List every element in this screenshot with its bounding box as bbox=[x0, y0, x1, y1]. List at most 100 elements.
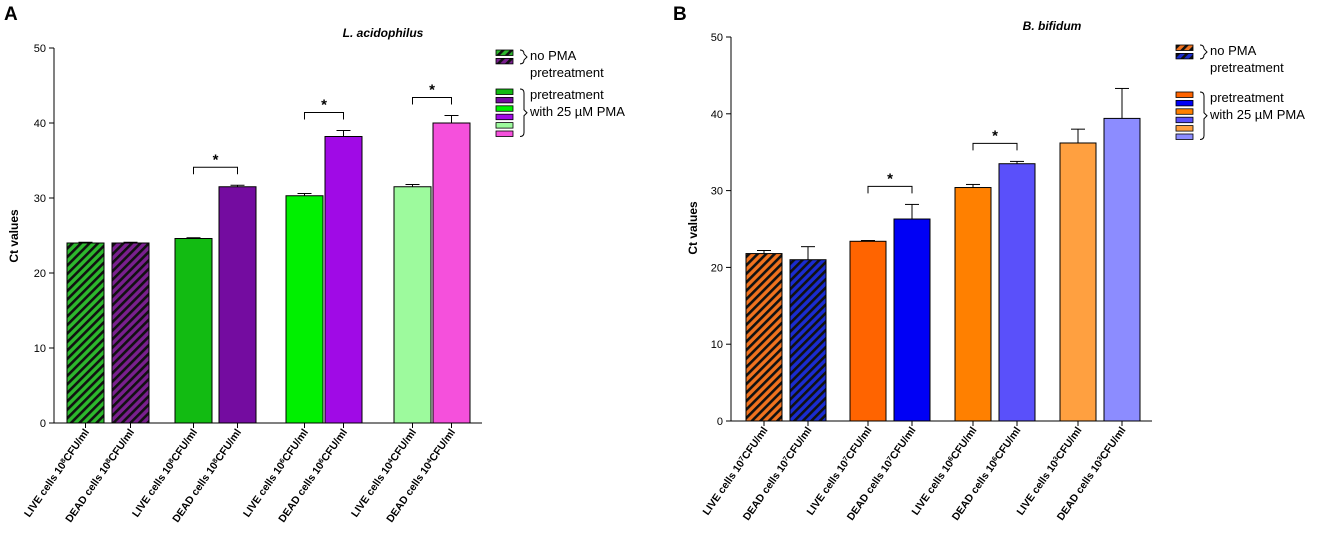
significance-bracket bbox=[304, 112, 344, 120]
x-tick-label-base: DEAD cells 10 bbox=[170, 460, 220, 525]
legend-swatch bbox=[495, 97, 514, 104]
legend-label: pretreatment bbox=[1210, 90, 1284, 105]
bar bbox=[393, 186, 432, 424]
legend-swatch bbox=[1175, 44, 1194, 51]
x-tick-label-unit: CFU/ml bbox=[784, 425, 815, 462]
bar bbox=[111, 242, 150, 424]
y-tick-label: 0 bbox=[717, 416, 723, 428]
legend-swatch bbox=[495, 113, 514, 121]
significance-star: * bbox=[213, 151, 219, 168]
panel-letter-b: B bbox=[673, 4, 687, 25]
x-tick-label-base: DEAD cells 10 bbox=[63, 460, 113, 525]
legend-swatch bbox=[1175, 116, 1194, 124]
x-tick-label-unit: CFU/ml bbox=[949, 425, 980, 462]
x-tick-label-unit: CFU/ml bbox=[106, 427, 137, 464]
legend-swatch bbox=[495, 105, 514, 112]
x-tick-label-exponent: 7 bbox=[782, 455, 790, 462]
bar bbox=[324, 136, 363, 424]
legend-brace bbox=[1199, 91, 1208, 140]
x-tick-label-base: DEAD cells 10 bbox=[845, 458, 895, 523]
x-tick-label-exponent: 3 bbox=[1052, 455, 1060, 462]
y-tick-label: 40 bbox=[711, 109, 723, 121]
x-tick-label-unit: CFU/ml bbox=[61, 427, 92, 464]
legend-label: no PMA bbox=[1210, 43, 1257, 58]
x-tick-label-exponent: 4 bbox=[386, 457, 394, 464]
y-axis-label-b: Ct values bbox=[686, 201, 700, 255]
legend-swatch bbox=[1175, 53, 1194, 60]
x-tick-label-unit: CFU/ml bbox=[427, 427, 458, 464]
y-tick-label: 20 bbox=[711, 262, 723, 274]
x-tick-label-unit: CFU/ml bbox=[888, 425, 919, 462]
x-tick-label-base: LIVE cells 10 bbox=[22, 460, 69, 520]
x-tick-label-exponent: 3 bbox=[1096, 455, 1104, 462]
chart-panel-a: A L. acidophilus Ct values 0 10 20 30 40 50 LI… bbox=[4, 4, 625, 525]
x-tick-label-exponent: 6 bbox=[947, 455, 955, 462]
x-tick-label-exponent: 8 bbox=[167, 457, 175, 464]
x-tick-label-base: LIVE cells 10 bbox=[909, 458, 956, 518]
significance-star: * bbox=[992, 127, 998, 144]
legend-brace bbox=[519, 49, 528, 65]
x-tick-label-exponent: 7 bbox=[842, 455, 850, 462]
y-tick-label: 20 bbox=[34, 268, 46, 280]
legend-label: with 25 µM PMA bbox=[1209, 107, 1305, 122]
legend-label: with 25 µM PMA bbox=[529, 104, 625, 119]
significance-star: * bbox=[321, 97, 327, 114]
bar bbox=[285, 195, 324, 424]
legend-swatch bbox=[495, 49, 514, 56]
y-tick-label: 50 bbox=[711, 32, 723, 44]
y-tick-label: 50 bbox=[34, 43, 46, 55]
legend-label: pretreatment bbox=[530, 87, 604, 102]
x-tick-label-base: LIVE cells 10 bbox=[130, 460, 177, 520]
x-tick-label-base: DEAD cells 10 bbox=[741, 458, 791, 523]
x-tick-label-unit: CFU/ml bbox=[388, 427, 419, 464]
y-tick-label: 0 bbox=[40, 418, 46, 430]
legend-swatch bbox=[1175, 91, 1194, 98]
bar bbox=[893, 218, 931, 422]
x-tick-label-base: LIVE cells 10 bbox=[700, 458, 747, 518]
x-tick-label-unit: CFU/ml bbox=[1098, 425, 1129, 462]
legend-label: pretreatment bbox=[530, 65, 604, 80]
significance-star: * bbox=[887, 170, 893, 187]
bar bbox=[218, 186, 257, 424]
x-tick-label-exponent: 6 bbox=[317, 457, 325, 464]
x-tick-label-unit: CFU/ml bbox=[213, 427, 244, 464]
x-tick-label-exponent: 6 bbox=[991, 455, 999, 462]
bar bbox=[745, 253, 783, 422]
significance-bracket bbox=[193, 166, 238, 175]
y-tick-label: 40 bbox=[34, 118, 46, 130]
bar bbox=[1103, 117, 1141, 422]
legend-swatch bbox=[495, 122, 514, 129]
legend-swatch bbox=[495, 88, 514, 95]
legend-brace bbox=[519, 88, 528, 137]
x-tick-label-unit: CFU/ml bbox=[319, 427, 350, 464]
x-tick-label: LIVE cells 104CFU/ml bbox=[349, 427, 419, 520]
legend-swatch bbox=[1175, 108, 1194, 115]
x-tick-label-base: DEAD cells 10 bbox=[950, 458, 1000, 523]
x-tick-label: LIVE cells 106CFU/ml bbox=[241, 427, 311, 520]
y-axis-label-a: Ct values bbox=[7, 209, 21, 263]
x-tick-label-exponent: 6 bbox=[278, 457, 286, 464]
x-tick-label: DEAD cells 106CFU/ml bbox=[276, 427, 350, 525]
significance-star: * bbox=[429, 82, 435, 99]
legend-brace bbox=[1199, 44, 1208, 60]
significance-bracket bbox=[972, 142, 1018, 151]
legend-swatch bbox=[1175, 100, 1194, 107]
x-tick-label-exponent: 8 bbox=[59, 457, 67, 464]
legend-swatch bbox=[495, 58, 514, 65]
legend-swatch bbox=[1175, 125, 1194, 132]
chart-panel-b: B B. bifidum Ct values 0 10 20 30 40 50 LIVE c… bbox=[673, 4, 1305, 523]
y-tick-label: 10 bbox=[34, 343, 46, 355]
y-tick-label: 10 bbox=[711, 339, 723, 351]
bar bbox=[432, 122, 471, 424]
bar bbox=[789, 259, 827, 422]
x-tick-label-exponent: 7 bbox=[886, 455, 894, 462]
legend-label: no PMA bbox=[530, 48, 577, 63]
x-tick-label-base: LIVE cells 10 bbox=[1014, 458, 1061, 518]
x-tick-label: DEAD cells 104CFU/ml bbox=[384, 427, 458, 525]
x-tick-label-exponent: 8 bbox=[211, 457, 219, 464]
x-tick-label-exponent: 8 bbox=[104, 457, 112, 464]
x-tick-label-unit: CFU/ml bbox=[993, 425, 1024, 462]
x-tick-label-base: LIVE cells 10 bbox=[804, 458, 851, 518]
y-tick-label: 30 bbox=[34, 193, 46, 205]
